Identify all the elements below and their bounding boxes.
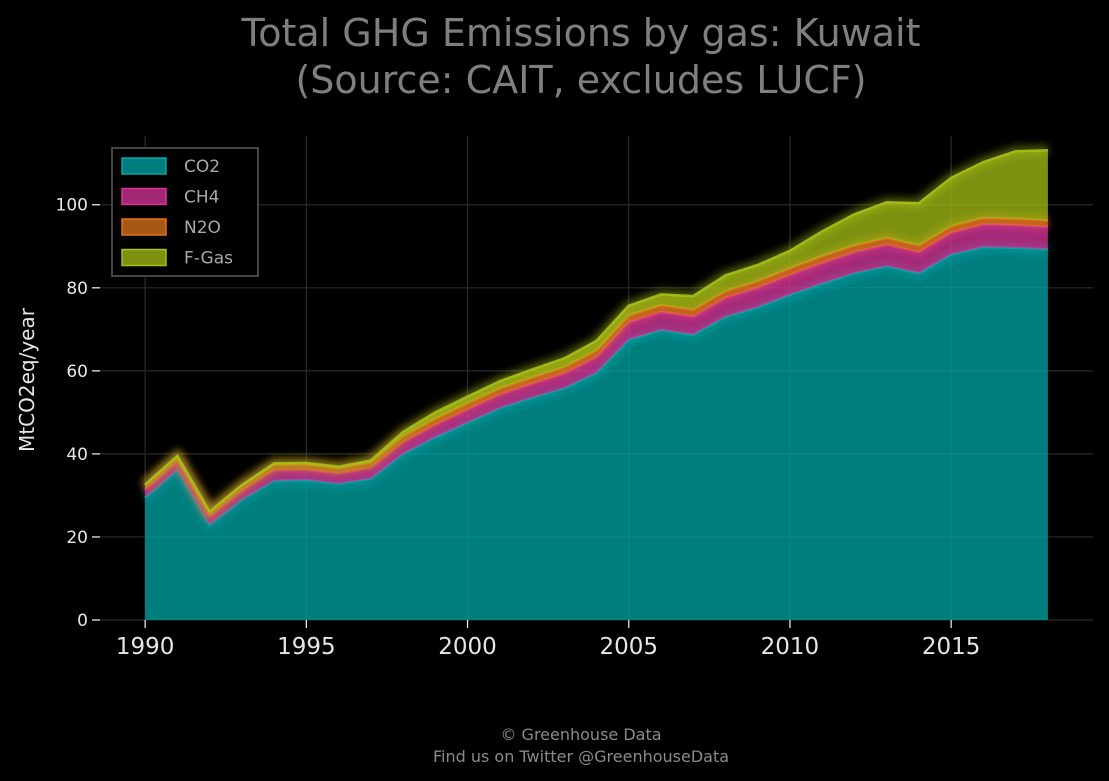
chart-subtitle: (Source: CAIT, excludes LUCF) (295, 58, 866, 102)
legend-label-ch4: CH4 (184, 188, 219, 208)
legend-swatch-n2o (121, 218, 167, 236)
y-tick-label: 40 (66, 445, 88, 465)
y-tick-label: 100 (56, 196, 88, 216)
x-tick-label: 1990 (116, 634, 175, 660)
legend-swatch-ch4 (121, 187, 167, 206)
series-area-co2 (145, 247, 1048, 620)
series-area-f-gas (145, 150, 1048, 513)
y-tick-label: 20 (66, 528, 88, 548)
credit-line-1: © Greenhouse Data (500, 725, 661, 744)
series-line-f-gas (144, 149, 1048, 514)
plot-area (141, 145, 1049, 620)
y-axis-label: MtCO2eq/year (15, 307, 39, 452)
y-tick-label: 60 (66, 362, 88, 382)
y-tick-label: 0 (77, 611, 88, 631)
x-tick-label: 2000 (438, 634, 497, 660)
x-tick-label: 2005 (599, 634, 658, 660)
x-tick-label: 2015 (922, 634, 981, 660)
legend-swatch-f-gas (121, 248, 167, 267)
x-tick-label: 2010 (761, 634, 820, 660)
y-tick-label: 80 (66, 279, 88, 299)
legend-label-n2o: N2O (184, 218, 221, 238)
legend-swatch-co2 (121, 157, 167, 175)
credit-line-2: Find us on Twitter @GreenhouseData (433, 747, 729, 766)
chart-title: Total GHG Emissions by gas: Kuwait (240, 11, 920, 55)
legend-label-co2: CO2 (184, 157, 220, 177)
axes: 1990 1995 2000 2005 2010 2015 0 20 40 60 80 100 (56, 196, 981, 660)
legend-label-f-gas: F-Gas (184, 249, 233, 269)
legend: CO2 CH4 N2O F-Gas (111, 147, 259, 277)
x-tick-label: 1995 (277, 634, 336, 660)
